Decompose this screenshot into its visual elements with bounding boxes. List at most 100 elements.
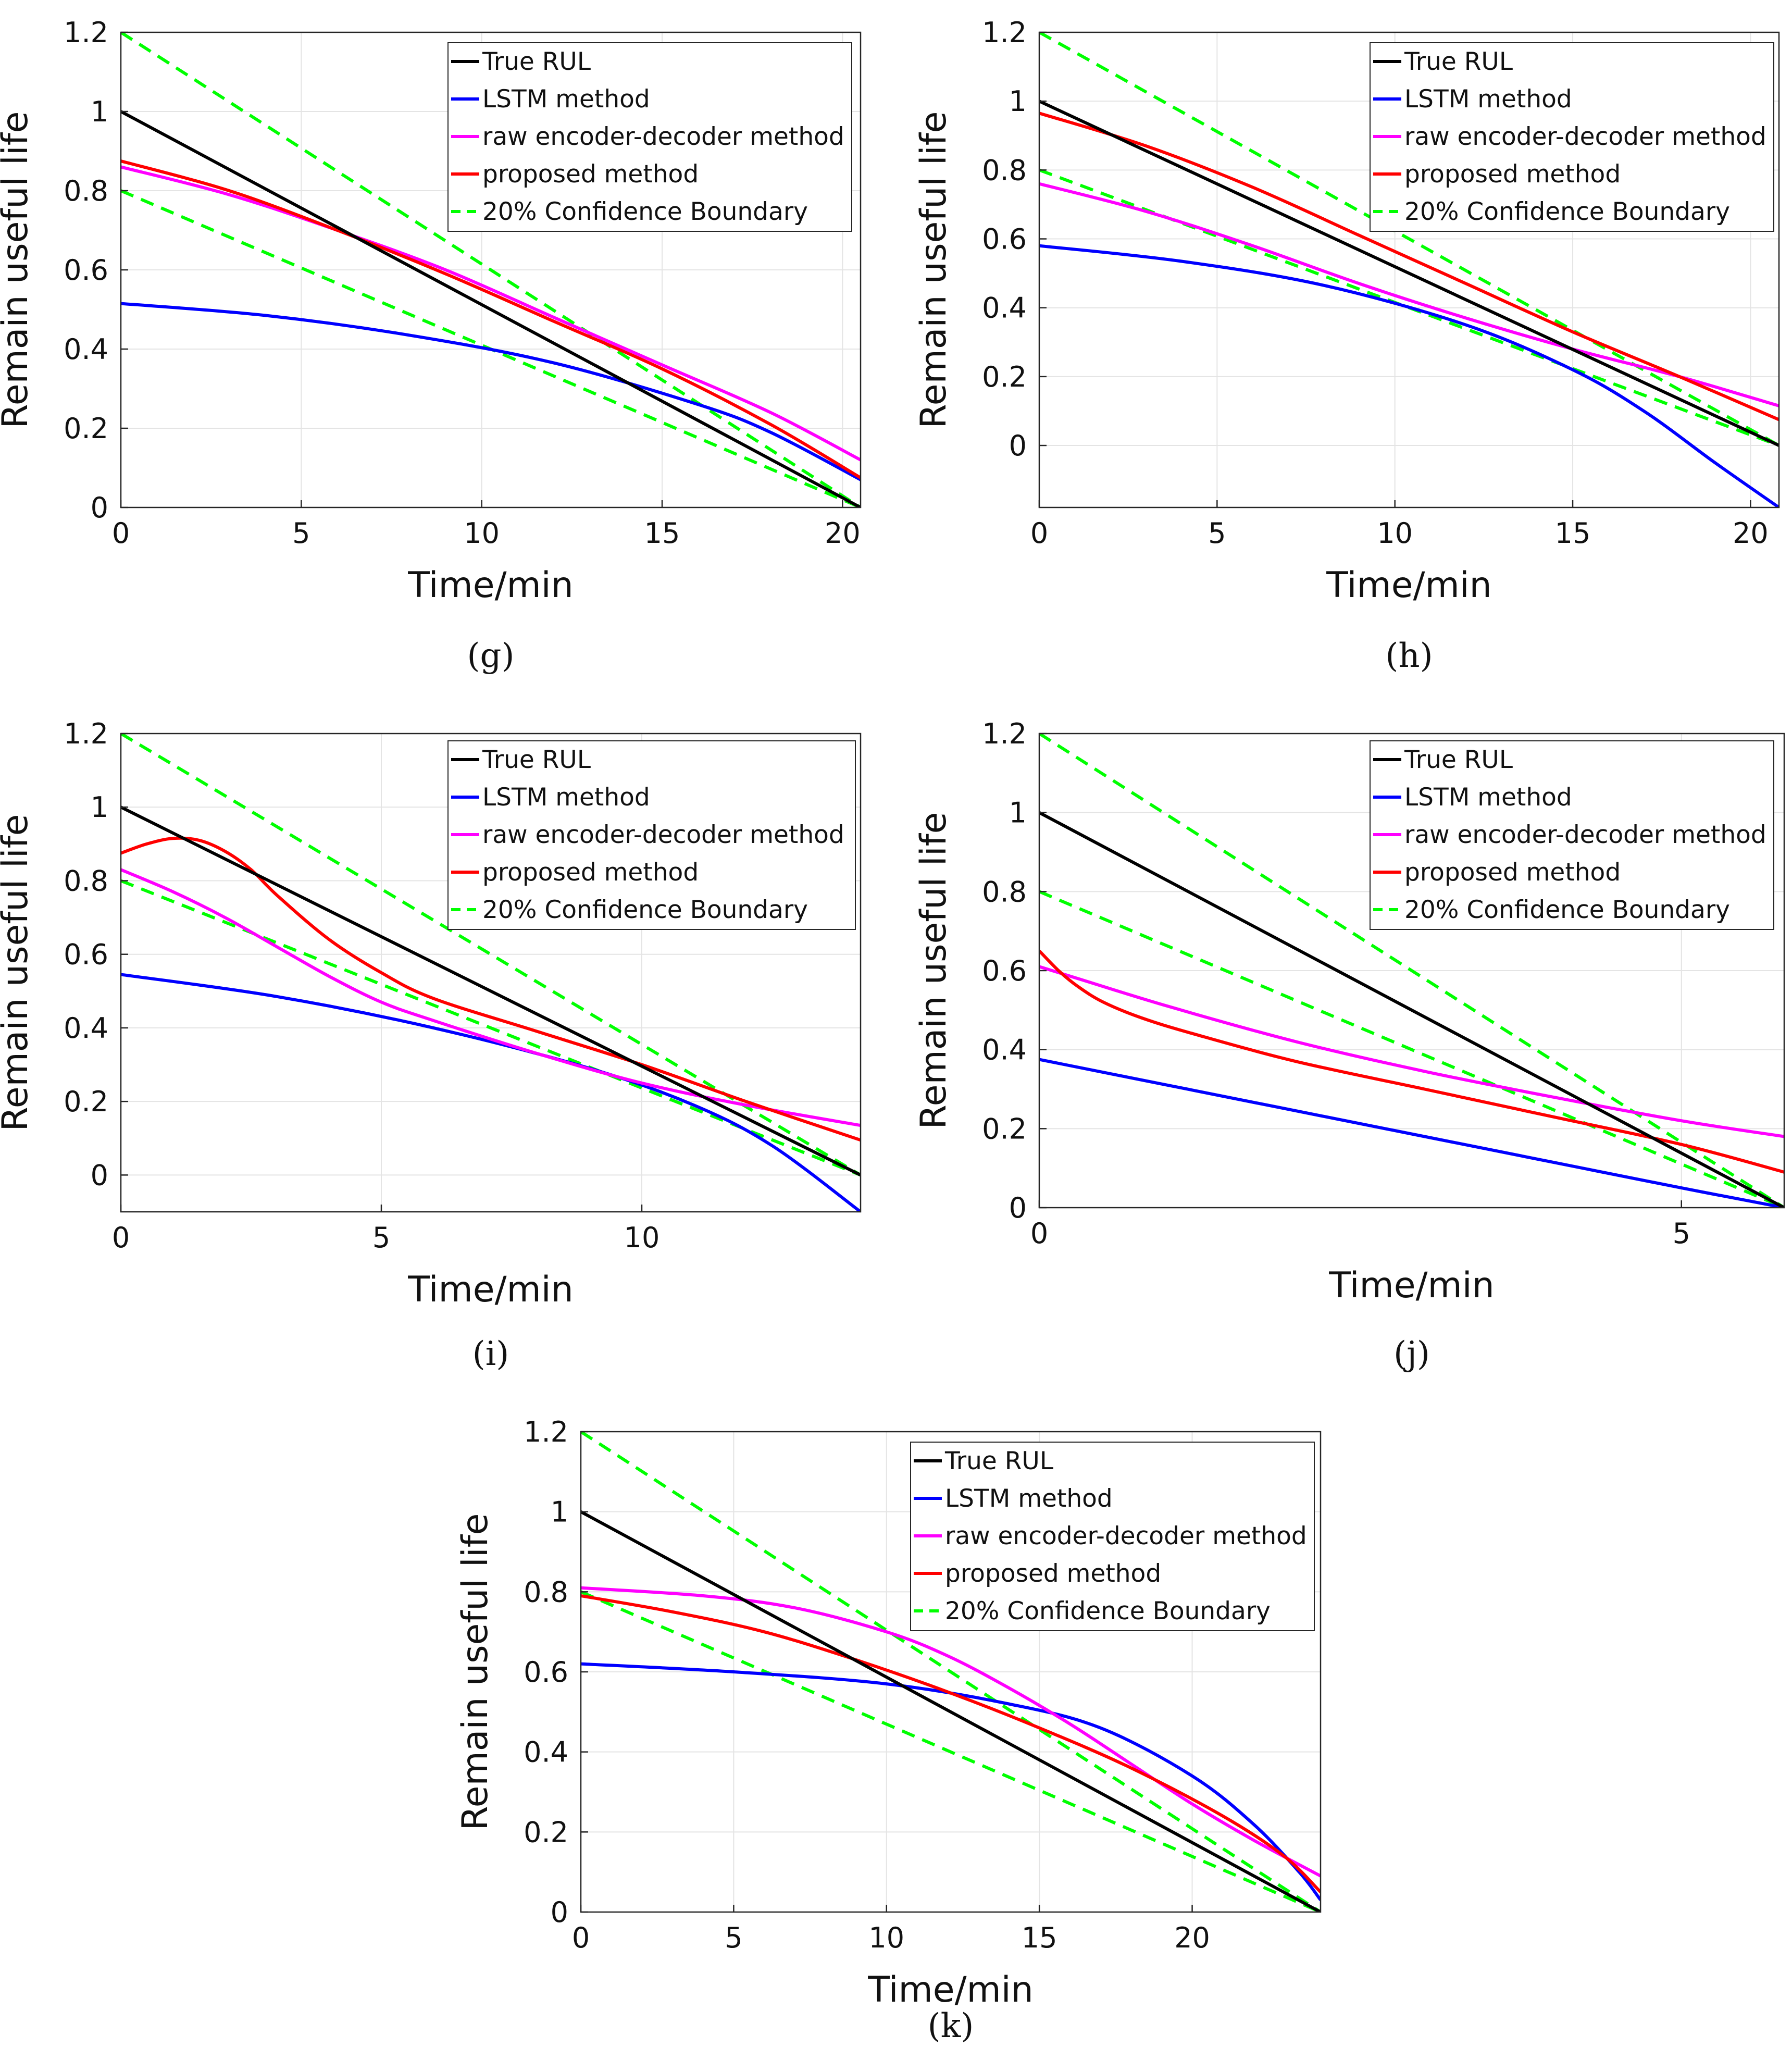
legend-label-proposed: proposed method: [945, 1559, 1161, 1588]
legend-label-bound: 20% Confidence Boundary: [1404, 197, 1730, 226]
legend-label-proposed: proposed method: [482, 858, 699, 887]
legend-box: [1370, 740, 1774, 930]
y-tick-label: 0.8: [982, 875, 1027, 908]
series-line-proposed: [1039, 949, 1784, 1174]
y-tick-label: 0.6: [64, 254, 108, 287]
y-tick-label: 0.6: [64, 938, 108, 971]
y-axis-label: Remain useful life: [455, 1513, 496, 1830]
x-tick-label: 10: [464, 517, 500, 550]
y-axis-label: Remain useful life: [0, 814, 36, 1131]
y-tick-label: 1.2: [982, 717, 1027, 750]
legend-label-proposed: proposed method: [1404, 160, 1621, 189]
x-tick-label: 20: [825, 517, 861, 550]
x-tick-label: 0: [112, 1221, 130, 1254]
legend-label-true: True RUL: [1404, 746, 1513, 774]
y-tick-label: 0.4: [64, 333, 108, 366]
figure-caption: (i): [472, 1335, 509, 1373]
y-tick-label: 0.4: [982, 292, 1027, 325]
legend-label-lstm: LSTM method: [482, 783, 650, 812]
series-line-proposed: [121, 836, 861, 1142]
series-line-bound: [1039, 32, 1779, 447]
y-axis-label: Remain useful life: [913, 111, 954, 428]
legend-label-true: True RUL: [482, 746, 591, 774]
x-tick-label: 5: [372, 1221, 390, 1254]
y-tick-label: 1.2: [982, 16, 1027, 49]
y-tick-label: 0.2: [64, 1085, 108, 1118]
chart-j: 0 5 0 0.2 0.4 0.6 0.8 1 1.2 Time/min Remain useful…: [913, 717, 1785, 1373]
series-line-true: [1039, 100, 1779, 447]
y-tick-label: 0.6: [982, 954, 1027, 987]
legend-box: [447, 42, 852, 232]
legend-label-proposed: proposed method: [1404, 858, 1621, 887]
y-tick-label: 0.2: [982, 361, 1027, 393]
legend-label-true: True RUL: [944, 1447, 1053, 1475]
series-line-raw: [121, 165, 861, 462]
x-tick-label: 5: [1673, 1217, 1690, 1250]
legend-label-raw: raw encoder-decoder method: [1404, 122, 1766, 151]
legend-label-bound: 20% Confidence Boundary: [945, 1597, 1271, 1625]
legend-label-true: True RUL: [482, 47, 591, 76]
x-axis-label: Time/min: [867, 1969, 1034, 2011]
series-line-proposed: [1039, 111, 1779, 421]
series-line-true: [121, 805, 861, 1177]
y-tick-label: 0.4: [524, 1736, 568, 1769]
figure-caption: (h): [1385, 637, 1433, 675]
x-axis-label: Time/min: [1328, 1265, 1495, 1306]
x-tick-label: 10: [624, 1221, 660, 1254]
y-tick-label: 0.2: [64, 412, 108, 445]
series-line-bound: [1039, 890, 1784, 1208]
axes-box: [120, 733, 862, 1213]
legend-label-raw: raw encoder-decoder method: [1404, 821, 1766, 849]
legend-label-raw: raw encoder-decoder method: [482, 122, 844, 151]
x-tick-label: 0: [1030, 1217, 1048, 1250]
series-line-raw: [1039, 965, 1784, 1138]
y-tick-label: 0: [1009, 429, 1027, 462]
x-tick-label: 0: [112, 517, 130, 550]
legend-label-lstm: LSTM method: [945, 1484, 1113, 1513]
x-tick-label: 10: [868, 1921, 904, 1954]
y-tick-label: 0.2: [524, 1816, 568, 1848]
y-tick-label: 0.6: [982, 223, 1027, 256]
y-tick-label: 0.8: [64, 864, 108, 897]
x-axis-label: Time/min: [407, 1269, 574, 1310]
axes-box: [1038, 31, 1780, 508]
x-tick-label: 0: [572, 1921, 590, 1954]
x-axis-label: Time/min: [407, 565, 574, 606]
legend-label-bound: 20% Confidence Boundary: [482, 197, 808, 226]
x-tick-label: 15: [644, 517, 680, 550]
legend-box: [447, 740, 856, 930]
chart-g: 0 5 10 15 20 0 0.2 0.4 0.6 0.8 1 1.2 Time/min Remain …: [0, 16, 862, 675]
chart-k: 0 5 10 15 20 0 0.2 0.4 0.6 0.8 1 1.2 Time/min Remain …: [455, 1416, 1322, 2045]
series-line-bound: [581, 1432, 1321, 1912]
x-tick-label: 20: [1174, 1921, 1210, 1954]
x-tick-label: 5: [725, 1921, 742, 1954]
legend-label-lstm: LSTM method: [482, 85, 650, 114]
x-tick-label: 15: [1022, 1921, 1057, 1954]
legend-box: [1370, 42, 1774, 232]
series-line-lstm: [1039, 1058, 1784, 1208]
series-line-true: [581, 1510, 1321, 1912]
y-tick-label: 1.2: [524, 1416, 568, 1448]
legend-label-true: True RUL: [1404, 47, 1513, 76]
y-tick-label: 0: [1009, 1192, 1027, 1224]
legend-label-lstm: LSTM method: [1404, 783, 1572, 812]
chart-i: 0 5 10 0 0.2 0.4 0.6 0.8 1 1.2 Time/min Remain usef…: [0, 717, 862, 1373]
y-tick-label: 1: [551, 1496, 568, 1529]
y-tick-label: 1: [1009, 85, 1027, 118]
y-tick-label: 0.8: [524, 1575, 568, 1608]
y-tick-label: 1: [91, 95, 108, 128]
series-line-true: [1039, 811, 1784, 1208]
y-tick-label: 0: [91, 491, 108, 524]
y-tick-label: 0.2: [982, 1112, 1027, 1145]
figure-caption: (j): [1393, 1335, 1430, 1373]
figure-caption: (g): [467, 637, 515, 675]
x-tick-label: 20: [1733, 517, 1769, 550]
series-line-bound: [121, 734, 861, 1176]
legend-label-proposed: proposed method: [482, 160, 699, 189]
series-line-lstm: [121, 302, 861, 481]
legend: True RUL LSTM method raw encoder-decoder m…: [1370, 42, 1774, 232]
x-tick-label: 10: [1377, 517, 1413, 550]
series-line-true: [121, 110, 861, 507]
series-line-bound: [121, 32, 861, 507]
